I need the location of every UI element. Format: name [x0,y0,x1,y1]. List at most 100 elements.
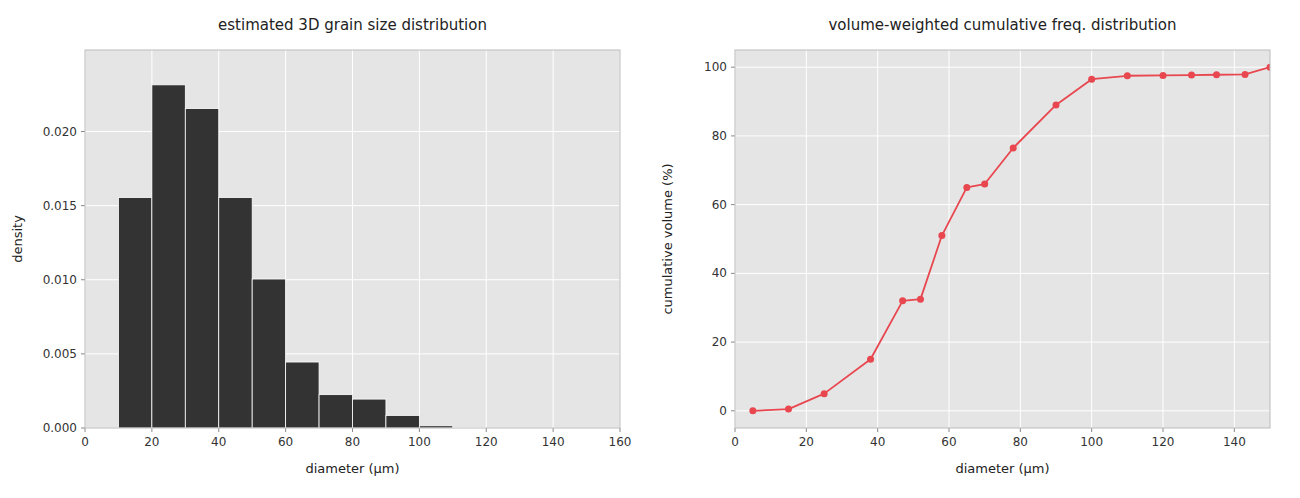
tick-mark [731,342,735,343]
tick-mark [620,428,621,432]
bar [286,362,319,428]
marker [749,407,756,414]
grid-line [419,50,420,428]
tick-mark [85,428,86,432]
tick-label: 0.000 [43,421,77,435]
x-axis-label: diameter (μm) [305,461,399,476]
bar [219,197,252,428]
tick-label: 40 [211,435,226,449]
marks [118,85,486,428]
tick-label: 0 [719,404,727,418]
marker [867,356,874,363]
tick-mark [419,428,420,432]
tick-label: 20 [799,435,814,449]
tick-label: 0.005 [43,347,77,361]
grid-line [735,135,1270,136]
marker [1124,72,1131,79]
tick-mark [81,353,85,354]
marker [785,406,792,413]
tick-mark [81,205,85,206]
tick-mark [1234,428,1235,432]
tick-mark [1163,428,1164,432]
grid-line [949,50,950,428]
tick-label: 40 [712,266,727,280]
tick-mark [731,204,735,205]
plot-frame [735,50,1270,428]
tick-mark [81,131,85,132]
marker [1010,144,1017,151]
tick-mark [218,428,219,432]
tick-label: 80 [712,129,727,143]
tick-label: 20 [712,335,727,349]
tick-label: 100 [704,60,727,74]
marker [917,296,924,303]
tick-label: 120 [1152,435,1175,449]
bar [353,399,386,428]
tick-mark [151,428,152,432]
marker [1188,72,1195,79]
grid-line [486,50,487,428]
bar [252,279,285,428]
tick-mark [877,428,878,432]
bar [185,109,218,428]
tick-label: 0.015 [43,199,77,213]
y-axis-label: density [10,215,25,263]
grid-line [735,410,1270,411]
tick-label: 0.010 [43,273,77,287]
plot-background [85,50,620,428]
tick-label: 0 [731,435,739,449]
marker [1160,72,1167,79]
tick-mark [731,410,735,411]
tick-mark [81,428,85,429]
tick-mark [731,135,735,136]
marker [1213,71,1220,78]
bar [319,395,352,428]
tick-label: 60 [941,435,956,449]
tick-label: 20 [144,435,159,449]
tick-label: 100 [408,435,431,449]
grid-line [1234,50,1235,428]
plot-background [735,50,1270,428]
tick-label: 60 [278,435,293,449]
tick-mark [81,279,85,280]
tick-mark [285,428,286,432]
tick-label: 120 [475,435,498,449]
grid-line [877,50,878,428]
panel: 020406080100120140020406080100volume-wei… [660,16,1274,476]
grid-line [735,273,1270,274]
grid-line [1091,50,1092,428]
tick-mark [806,428,807,432]
tick-label: 0.020 [43,125,77,139]
tick-label: 80 [345,435,360,449]
tick-mark [735,428,736,432]
tick-label: 140 [542,435,565,449]
bar [152,85,185,428]
grid [735,50,1270,428]
tick-mark [731,273,735,274]
grid-line [735,204,1270,205]
plot-frame [85,50,620,428]
tick-label: 60 [712,198,727,212]
tick-label: 160 [609,435,632,449]
y-axis-label: cumulative volume (%) [660,163,675,314]
tick-mark [553,428,554,432]
tick-mark [731,67,735,68]
marker [1088,76,1095,83]
tick-label: 40 [870,435,885,449]
tick-mark [949,428,950,432]
grid-line [806,50,807,428]
bar [386,415,419,428]
marker [1053,101,1060,108]
figure: 0 20 40 60 80 100 120 140 160 0.000 0.005 0.010 0.01… [0,0,1300,498]
marker [899,297,906,304]
marker [938,232,945,239]
marks [749,64,1270,415]
title: volume-weighted cumulative freq. distrib… [828,16,1176,34]
grid-line [1020,50,1021,428]
tick-mark [1091,428,1092,432]
tick-mark [486,428,487,432]
marker [981,181,988,188]
grid-line [735,67,1270,68]
marker [821,390,828,397]
grid-line [352,50,353,428]
